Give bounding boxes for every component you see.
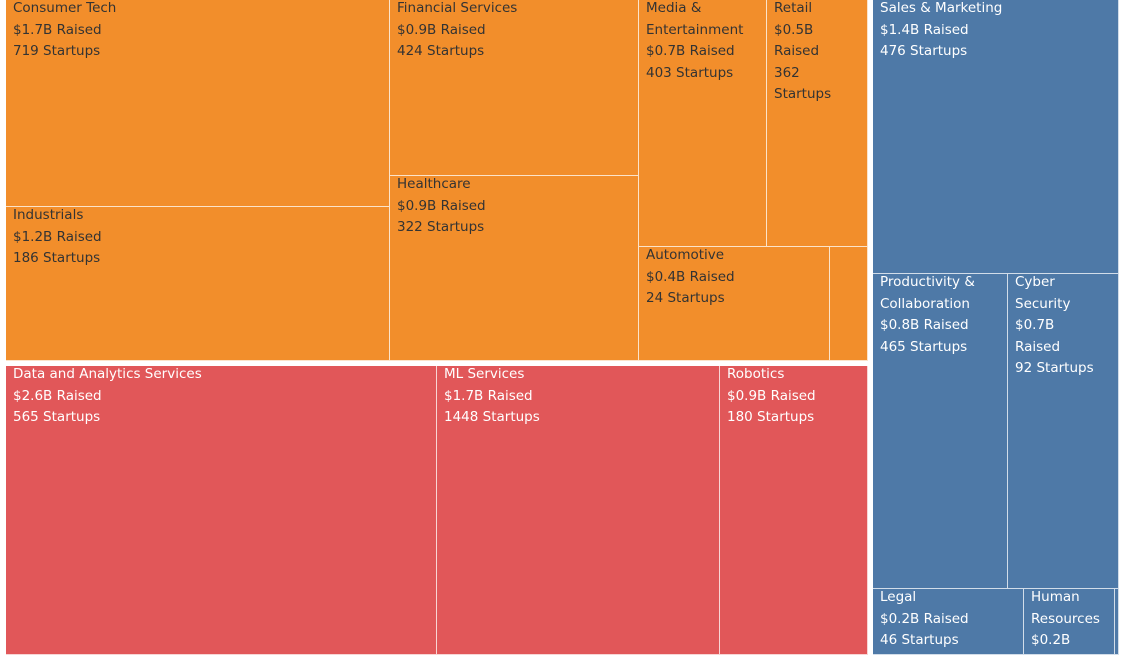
cell-label: Sales & Marketing $1.4B Raised 476 Startup…: [880, 0, 1002, 63]
raised-value: $0.5B: [774, 21, 814, 38]
startups-count: 465 Startups: [880, 338, 968, 355]
category-name: Productivity &: [880, 274, 975, 290]
treemap-cell-ml-services[interactable]: ML Services $1.7B Raised 1448 Startups: [437, 366, 720, 655]
treemap-cell-financial-services[interactable]: Financial Services $0.9B Raised 424 Startu…: [390, 0, 639, 176]
treemap-cell-unlabeled-2-5[interactable]: [1115, 589, 1119, 655]
category-name: Data and Analytics Services: [13, 366, 202, 382]
category-name: Sales & Marketing: [880, 0, 1003, 16]
category-name: Industrials: [13, 207, 84, 223]
cell-label: Healthcare $0.9B Raised 322 Startups: [397, 176, 486, 239]
startups-count: 476 Startups: [880, 43, 968, 59]
category-name: Security: [1015, 295, 1071, 312]
raised-value: $0.2B: [1031, 632, 1071, 648]
treemap-cell-data-and-analytics-services[interactable]: Data and Analytics Services $2.6B Raised 5…: [6, 366, 437, 655]
cell-label: Data and Analytics Services $2.6B Raised 5…: [13, 366, 202, 429]
treemap-cell-consumer-tech[interactable]: Consumer Tech $1.7B Raised 719 Startups: [6, 0, 390, 207]
cell-label: Robotics $0.9B Raised 180 Startups: [727, 366, 816, 429]
category-name: Retail: [774, 0, 813, 16]
startups-count: Startups: [774, 86, 832, 102]
cell-label: Legal $0.2B Raised 46 Startups: [880, 589, 969, 652]
cell-label: Media & Entertainment $0.7B Raised 403 Star…: [646, 0, 743, 84]
treemap-cell-cyber-security[interactable]: Cyber Security $0.7B Raised 92 Startups: [1008, 274, 1119, 589]
raised-value: $0.9B Raised: [727, 387, 816, 404]
category-name: Human: [1031, 589, 1080, 605]
startups-count: 424 Startups: [397, 43, 485, 59]
raised-value: $0.8B Raised: [880, 317, 969, 333]
category-name: Legal: [880, 589, 917, 605]
cell-label: ML Services $1.7B Raised 1448 Startups: [444, 366, 540, 429]
startups-count: 719 Startups: [13, 43, 101, 59]
category-name: Healthcare: [397, 176, 471, 192]
cell-label: Human Resources $0.2B Raised: [1031, 589, 1100, 655]
category-name: Consumer Tech: [13, 0, 117, 16]
treemap-cell-media-entertainment[interactable]: Media & Entertainment $0.7B Raised 403 Star…: [639, 0, 767, 247]
category-name: Cyber: [1015, 274, 1055, 290]
category-name: Collaboration: [880, 295, 970, 312]
startups-count: 24 Startups: [646, 290, 725, 306]
raised-value: Raised: [1015, 338, 1061, 355]
startups-count: 362: [774, 64, 800, 81]
treemap-cell-industrials[interactable]: Industrials $1.2B Raised 186 Startups: [6, 207, 390, 361]
raised-value: Raised: [1031, 652, 1100, 655]
cell-label: Retail $0.5B Raised 362 Startups: [774, 0, 831, 106]
raised-value: $1.7B Raised: [444, 387, 533, 404]
treemap-cell-human-resources[interactable]: Human Resources $0.2B Raised: [1024, 589, 1115, 655]
category-name: Robotics: [727, 366, 785, 382]
cell-label: Productivity & Collaboration $0.8B Raised 4…: [880, 274, 975, 358]
raised-value: $0.9B Raised: [397, 197, 486, 214]
category-name: ML Services: [444, 366, 525, 382]
startups-count: 403 Startups: [646, 64, 734, 81]
cell-label: Automotive $0.4B Raised 24 Startups: [646, 247, 735, 310]
raised-value: $0.2B Raised: [880, 610, 969, 627]
category-name: Resources: [1031, 610, 1100, 627]
startups-count: 46 Startups: [880, 632, 959, 648]
raised-value: $1.2B Raised: [13, 228, 102, 245]
raised-value: $1.7B Raised: [13, 21, 102, 38]
treemap-cell-unlabeled-0-7[interactable]: [830, 247, 868, 361]
raised-value: Raised: [774, 43, 820, 59]
category-name: Automotive: [646, 247, 725, 263]
startups-count: 92 Startups: [1015, 360, 1094, 376]
startups-count: 322 Startups: [397, 219, 485, 235]
cell-label: Consumer Tech $1.7B Raised 719 Startups: [13, 0, 116, 63]
treemap-cell-sales-marketing[interactable]: Sales & Marketing $1.4B Raised 476 Startup…: [873, 0, 1119, 274]
startups-count: 186 Startups: [13, 250, 101, 266]
cell-label: Industrials $1.2B Raised 186 Startups: [13, 207, 102, 270]
treemap-cell-productivity-collaboration[interactable]: Productivity & Collaboration $0.8B Raised 4…: [873, 274, 1008, 589]
raised-value: $0.4B Raised: [646, 268, 735, 285]
treemap-cell-healthcare[interactable]: Healthcare $0.9B Raised 322 Startups: [390, 176, 639, 361]
treemap-cell-legal[interactable]: Legal $0.2B Raised 46 Startups: [873, 589, 1024, 655]
startups-count: 180 Startups: [727, 409, 815, 425]
raised-value: $1.4B Raised: [880, 21, 969, 38]
raised-value: $0.7B Raised: [646, 43, 735, 59]
cell-label: Cyber Security $0.7B Raised 92 Startups: [1015, 274, 1094, 380]
startups-count: 1448 Startups: [444, 409, 540, 425]
category-name: Financial Services: [397, 0, 518, 16]
raised-value: $0.7B: [1015, 317, 1055, 333]
raised-value: $0.9B Raised: [397, 21, 486, 38]
treemap-cell-automotive[interactable]: Automotive $0.4B Raised 24 Startups: [639, 247, 830, 361]
raised-value: $2.6B Raised: [13, 387, 102, 404]
treemap-cell-retail[interactable]: Retail $0.5B Raised 362 Startups: [767, 0, 868, 247]
treemap-cell-robotics[interactable]: Robotics $0.9B Raised 180 Startups: [720, 366, 868, 655]
category-name: Media &: [646, 0, 702, 16]
category-name: Entertainment: [646, 21, 744, 38]
cell-label: Financial Services $0.9B Raised 424 Startu…: [397, 0, 517, 63]
startups-count: 565 Startups: [13, 409, 101, 425]
